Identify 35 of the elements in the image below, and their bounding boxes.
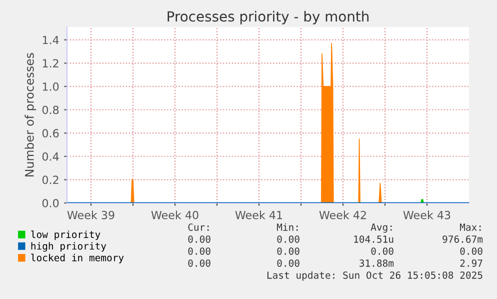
x-tick-label: Week 42 [319,210,366,220]
text: 0.00 [277,235,300,243]
text: 2.97 [460,259,482,267]
text: 0.00 [277,247,300,255]
y-axis-title: Number of processes [24,53,36,176]
x-tick-label: Week 43 [403,210,450,220]
y-tick-label: 0.2 [42,176,58,184]
legend-label: low priority [31,230,100,240]
text: Cur: [188,223,209,231]
x-tick-label: Week 41 [235,210,282,220]
text: 0.00 [460,247,482,255]
text: 0.00 [188,247,210,255]
y-tick-label: 0.4 [42,152,59,161]
text: 104.51u [354,235,394,243]
y-tick-label: 1.2 [42,59,58,68]
y-tick-label: 0.0 [42,198,59,208]
legend-label: high priority [31,242,106,252]
text: 31.88m [360,259,394,267]
y-tick-label: 1.4 [42,36,59,44]
text: 0.00 [371,247,394,255]
text: Last update: Sun Oct 26 15:05:08 2025 [267,271,482,281]
x-tick-label: Week 40 [151,210,198,220]
y-tick-label: 1.0 [42,82,59,91]
text: 0.00 [188,235,210,243]
y-tick-label: 0.8 [42,106,59,114]
y-tick-label: 0.6 [42,129,59,138]
text: Min: [276,223,298,231]
text: 976.67m [442,235,483,243]
text: Max: [460,224,481,231]
legend-label: locked in memory [31,254,124,264]
text: Avg: [370,224,392,233]
text: 0.00 [277,259,300,267]
chart-title: Processes priority - by month [168,10,369,24]
text: 0.00 [188,259,210,267]
x-tick-label: Week 39 [67,210,114,220]
